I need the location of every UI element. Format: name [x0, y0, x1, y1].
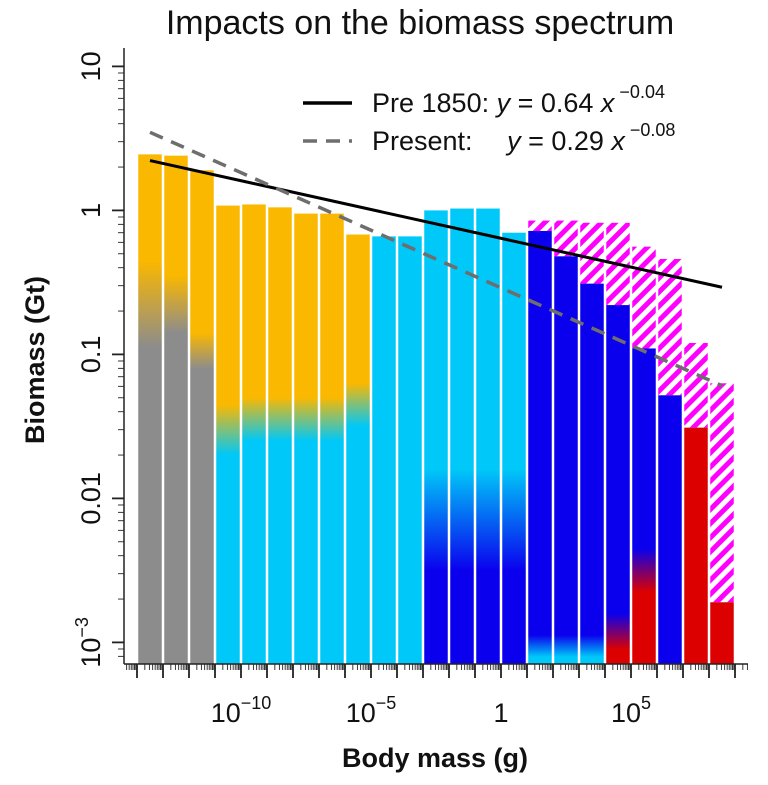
chart-title: Impacts on the biomass spectrum	[166, 4, 674, 42]
legend-entry-1: Present: y = 0.29 x −0.08	[372, 120, 675, 156]
biomass-bar-10	[398, 236, 422, 664]
x-tick-label: 105	[611, 693, 651, 728]
biomass-bar-3	[216, 205, 240, 664]
biomass-bar-6	[294, 213, 318, 665]
biomass-bar-7	[320, 213, 344, 665]
regression-lines	[149, 130, 723, 388]
y-tick-label-group: 10	[76, 51, 106, 81]
biomass-bar-1	[164, 155, 188, 664]
y-tick-label: 10	[76, 51, 106, 81]
x-tick-label: 10−10	[211, 693, 272, 728]
lost-biomass-bar-19	[632, 246, 656, 349]
biomass-bar-20	[658, 395, 682, 664]
series-line-0	[149, 159, 723, 289]
biomass-bar-16	[554, 256, 578, 664]
lost-biomass-bar-21	[684, 342, 708, 428]
legend-entry-0: Pre 1850: y = 0.64 x −0.04	[372, 82, 665, 118]
y-tick-label: 1	[76, 203, 106, 218]
biomass-bar-21	[684, 427, 708, 664]
y-tick-label: 0.01	[76, 472, 106, 525]
y-tick-label-group: 0.1	[76, 336, 106, 374]
biomass-bar-14	[502, 232, 526, 665]
axes: 10−10 10−5 1 105 10 1 0.1 0.01 10−3	[72, 48, 748, 728]
biomass-bar-8	[346, 234, 370, 664]
y-axis-label: Biomass (Gt)	[20, 276, 50, 444]
biomass-bar-18	[606, 305, 630, 664]
bars-layer	[138, 154, 734, 665]
lost-biomass-bar-15	[528, 220, 552, 231]
biomass-bar-19	[632, 348, 656, 664]
x-tick-label: 10−5	[346, 693, 397, 728]
biomass-bar-9	[372, 236, 396, 664]
y-tick-label-group: 1	[76, 203, 106, 218]
y-tick-label-group: 0.01	[76, 472, 106, 525]
biomass-bar-2	[190, 170, 214, 665]
biomass-bar-13	[476, 208, 500, 664]
lost-biomass-bar-22	[710, 383, 734, 603]
biomass-bar-15	[528, 230, 552, 664]
y-tick-label-group: 10−3	[72, 617, 106, 668]
biomass-bar-22	[710, 602, 734, 664]
lost-biomass-bar-20	[658, 258, 682, 396]
biomass-bar-12	[450, 208, 474, 664]
series-line-1	[149, 130, 723, 388]
biomass-bar-11	[424, 210, 448, 664]
y-tick-label: 10−3	[72, 617, 106, 668]
biomass-bar-5	[268, 207, 292, 664]
y-tick-label: 0.1	[76, 336, 106, 374]
x-tick-label: 1	[493, 698, 508, 728]
biomass-bar-0	[138, 154, 162, 664]
lost-biomass-bar-17	[580, 222, 604, 284]
lost-biomass-bar-16	[554, 220, 578, 257]
x-axis-label: Body mass (g)	[342, 743, 528, 773]
biomass-bar-4	[242, 204, 266, 664]
biomass-bar-17	[580, 283, 604, 664]
